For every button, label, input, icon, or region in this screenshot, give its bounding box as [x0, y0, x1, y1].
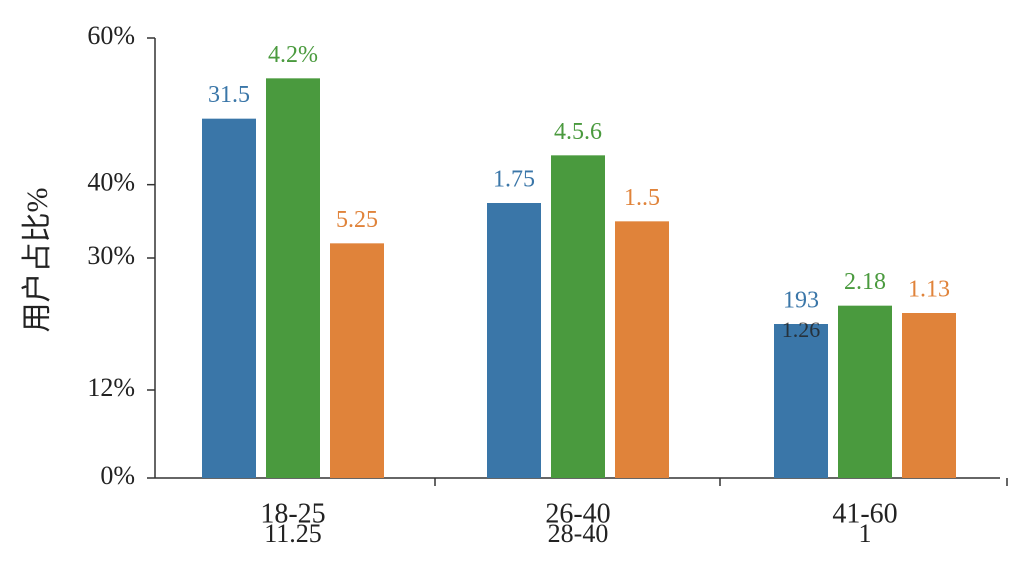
bar-annotation-extra: 1.26 [782, 317, 821, 342]
bar-annotation: 1.75 [493, 167, 535, 193]
x-tick-label: 41-60 [832, 498, 897, 529]
x-tick-sublabel: 1 [859, 519, 872, 548]
x-tick-sublabel: 11.25 [264, 519, 322, 548]
bar [202, 118, 256, 479]
bar-annotation: 1..5 [624, 185, 660, 211]
bar [551, 155, 605, 479]
y-tick-label: 0% [100, 461, 135, 490]
bar-annotation: 5.25 [336, 207, 378, 233]
x-tick-sublabel: 28-40 [548, 519, 609, 548]
y-tick-label: 12% [87, 373, 135, 402]
bar-annotation: 4.2% [268, 42, 318, 68]
x-tick-label: 26-40 [545, 498, 610, 529]
bar [902, 313, 956, 478]
bar [774, 324, 828, 478]
bar [266, 78, 320, 478]
bar [487, 203, 541, 478]
bar-annotation: 2.18 [844, 269, 886, 295]
x-tick-label: 18-25 [260, 498, 325, 529]
bar [330, 243, 384, 478]
y-axis-label: 用户占比% [21, 188, 54, 333]
bar-annotation: 4.5.6 [554, 119, 602, 145]
bar-annotation: 31.5 [208, 82, 250, 108]
y-tick-label: 60% [87, 21, 135, 50]
y-tick-label: 30% [87, 241, 135, 270]
bar [615, 221, 669, 479]
y-tick-label: 40% [87, 168, 135, 197]
bar-annotation: 1.13 [908, 277, 950, 303]
bar [838, 305, 892, 478]
bar-annotation: 193 [783, 288, 819, 314]
